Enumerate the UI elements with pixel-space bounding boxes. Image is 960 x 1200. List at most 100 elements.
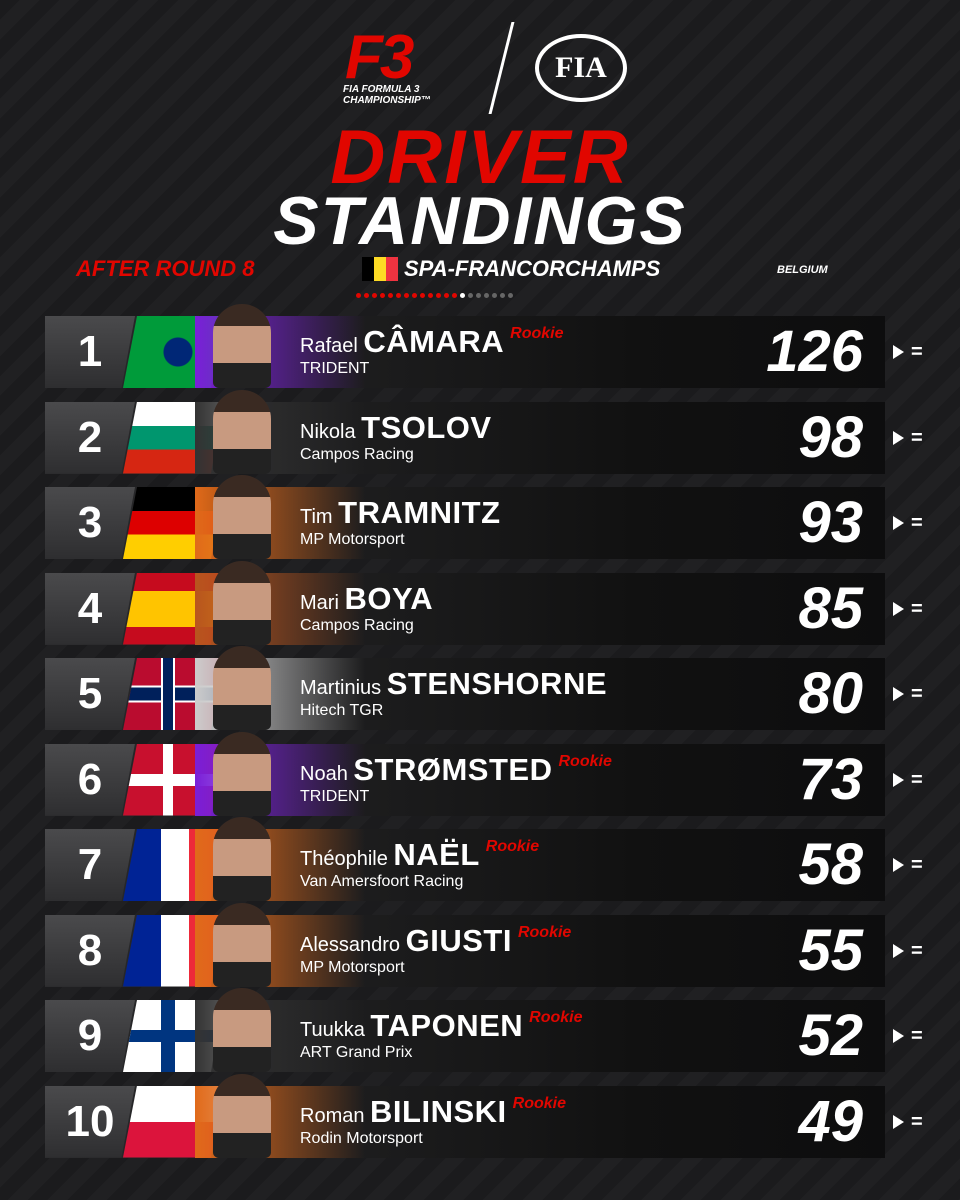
progress-dot [356, 293, 361, 298]
driver-name: Alessandro GIUSTI Rookie [300, 923, 571, 959]
team-name: Campos Racing [300, 445, 414, 463]
rookie-tag: Rookie [558, 752, 612, 770]
rookie-tag: Rookie [529, 1009, 583, 1026]
change-arrow [893, 772, 904, 787]
rookie-tag: Rookie [512, 1094, 567, 1112]
points: 49 [798, 1088, 863, 1154]
standing-row: 5 Martinius STENSHORNE Hitech TGR 80 [45, 646, 885, 730]
points: 85 [798, 575, 863, 641]
progress-dot [492, 293, 497, 298]
progress-dot [436, 293, 441, 298]
driver-photo [213, 646, 271, 730]
change-arrow [893, 601, 904, 616]
points: 58 [798, 832, 863, 897]
team-name: Hitech TGR [300, 702, 384, 719]
progress-dot [388, 293, 393, 298]
standing-row: 9 Tuukka TAPONEN Rookie ART Grand Prix 52 [45, 988, 885, 1072]
country-flag [362, 257, 398, 281]
standing-row: 4 Mari BOYA Campos Racing 85 [45, 560, 885, 645]
progress-dot [396, 293, 401, 298]
federation-logo: FIA [535, 34, 627, 102]
position-change: = [911, 854, 923, 876]
driver-photo [213, 902, 271, 987]
last-name: TAPONEN [370, 1008, 524, 1043]
last-name: STRØMSTED [353, 751, 553, 787]
logo-divider [488, 22, 515, 114]
position-change: = [911, 683, 923, 705]
driver-photo [213, 817, 271, 901]
driver-name: Noah STRØMSTED Rookie [300, 752, 612, 788]
progress-dot [380, 293, 385, 298]
progress-dot [428, 293, 433, 298]
progress-dot [364, 293, 369, 298]
position: 5 [45, 658, 135, 730]
driver-photo [213, 304, 271, 388]
position: 3 [45, 487, 135, 559]
change-arrow [893, 1029, 904, 1043]
points: 55 [798, 917, 863, 983]
first-name: Tuukka [300, 1019, 365, 1041]
series-logo: F3 [345, 23, 414, 92]
points: 126 [766, 319, 863, 384]
standing-row: 3 Tim TRAMNITZ MP Motorsport 93 [45, 475, 885, 559]
points: 73 [798, 746, 863, 812]
position-change: = [911, 768, 923, 791]
driver-photo [213, 731, 271, 816]
position: 1 [45, 316, 135, 388]
standing-row: 6 Noah STRØMSTED Rookie TRIDENT 73 [45, 731, 885, 816]
country-label: BELGIUM [777, 264, 828, 276]
driver-photo [213, 475, 271, 559]
series-line: CHAMPIONSHIP™ [343, 95, 431, 106]
position-change: = [911, 1110, 923, 1133]
first-name: Mari [300, 591, 339, 614]
last-name: STENSHORNE [386, 666, 608, 701]
rookie-tag: Rookie [485, 838, 540, 855]
title-line: STANDINGS [273, 183, 687, 259]
change-arrow [893, 858, 904, 872]
position: 8 [45, 914, 135, 987]
points: 52 [798, 1003, 863, 1068]
progress-dot [468, 293, 473, 298]
standing-row: 8 Alessandro GIUSTI Rookie MP Motorsport 55 [45, 902, 885, 987]
team-name: Rodin Motorsport [300, 1129, 423, 1147]
driver-name: Martinius STENSHORNE [300, 666, 607, 702]
progress-dot [372, 293, 377, 298]
position: 10 [45, 1085, 135, 1158]
position-change: = [911, 426, 923, 449]
standing-row: 2 Nikola TSOLOV Campos Racing 98 [45, 389, 885, 474]
series-name: FIA FORMULA 3 CHAMPIONSHIP™ [343, 84, 431, 106]
round-progress [356, 293, 513, 298]
last-name: TRAMNITZ [338, 495, 501, 530]
driver-name: Rafael CÂMARA Rookie [300, 324, 563, 360]
team-name: TRIDENT [300, 787, 370, 805]
progress-dot [444, 293, 449, 298]
position: 6 [45, 743, 135, 816]
progress-dot [460, 293, 465, 298]
change-arrow [893, 430, 904, 445]
last-name: GIUSTI [405, 922, 512, 958]
first-name: Nikola [300, 420, 356, 443]
team-name: ART Grand Prix [300, 1044, 413, 1061]
change-arrow [893, 943, 904, 958]
series-line: FIA FORMULA 3 [343, 84, 420, 95]
progress-dot [484, 293, 489, 298]
first-name: Alessandro [300, 933, 401, 956]
team-name: MP Motorsport [300, 958, 405, 976]
title-line: DRIVER [330, 115, 630, 200]
standing-row: 10 Roman BILINSKI Rookie Rodin Motorsport 49 [45, 1073, 885, 1158]
driver-name: Tim TRAMNITZ [300, 495, 501, 531]
last-name: CÂMARA [363, 324, 505, 359]
circuit-label: SPA-FRANCORCHAMPS [404, 256, 661, 281]
position: 2 [45, 401, 135, 474]
position-change: = [911, 597, 923, 620]
round-label: AFTER ROUND 8 [76, 256, 255, 281]
progress-dot [420, 293, 425, 298]
team-name: TRIDENT [300, 360, 370, 377]
first-name: Tim [300, 506, 333, 528]
team-name: Van Amersfoort Racing [300, 873, 464, 890]
first-name: Roman [300, 1104, 365, 1127]
standing-row: 1 Rafael CÂMARA Rookie TRIDENT 126 [45, 304, 885, 388]
first-name: Noah [300, 762, 348, 785]
progress-dot [476, 293, 481, 298]
